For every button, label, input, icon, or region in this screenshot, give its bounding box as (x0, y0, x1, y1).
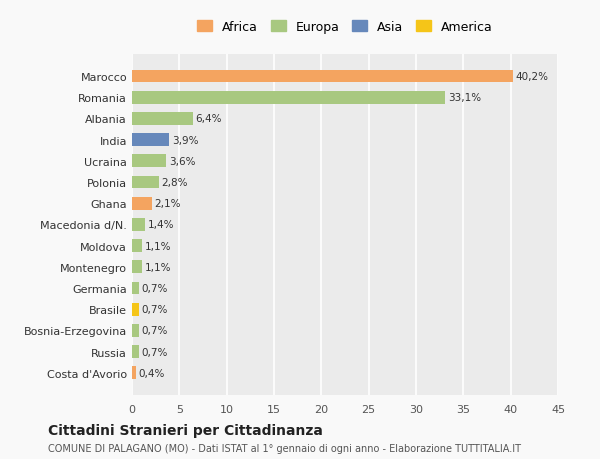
Bar (132, 218, 145, 231)
Text: 1,1%: 1,1% (145, 262, 172, 272)
Bar (132, 176, 158, 189)
Text: 3,6%: 3,6% (169, 157, 196, 167)
Bar (132, 325, 139, 337)
Text: 3,9%: 3,9% (172, 135, 198, 146)
Bar (132, 346, 139, 358)
Bar (132, 282, 139, 295)
Text: 0,7%: 0,7% (142, 283, 168, 293)
Bar (132, 134, 169, 147)
Bar (132, 240, 142, 252)
Text: 2,1%: 2,1% (155, 199, 181, 209)
Bar (132, 71, 512, 83)
Text: 1,1%: 1,1% (145, 241, 172, 251)
Text: 1,4%: 1,4% (148, 220, 175, 230)
Text: 0,7%: 0,7% (142, 347, 168, 357)
Text: COMUNE DI PALAGANO (MO) - Dati ISTAT al 1° gennaio di ogni anno - Elaborazione T: COMUNE DI PALAGANO (MO) - Dati ISTAT al … (48, 443, 521, 453)
Bar (132, 92, 445, 104)
Bar (132, 261, 142, 274)
Text: Cittadini Stranieri per Cittadinanza: Cittadini Stranieri per Cittadinanza (48, 423, 323, 437)
Text: 40,2%: 40,2% (515, 72, 548, 82)
Bar (132, 303, 139, 316)
Text: 0,7%: 0,7% (142, 326, 168, 336)
Text: 0,4%: 0,4% (139, 368, 165, 378)
Bar (132, 155, 166, 168)
Bar (132, 197, 152, 210)
Text: 33,1%: 33,1% (448, 93, 481, 103)
Text: 2,8%: 2,8% (161, 178, 188, 188)
Text: 6,4%: 6,4% (196, 114, 222, 124)
Legend: Africa, Europa, Asia, America: Africa, Europa, Asia, America (194, 17, 496, 38)
Text: 0,7%: 0,7% (142, 304, 168, 314)
Bar (132, 113, 193, 125)
Bar (132, 367, 136, 379)
